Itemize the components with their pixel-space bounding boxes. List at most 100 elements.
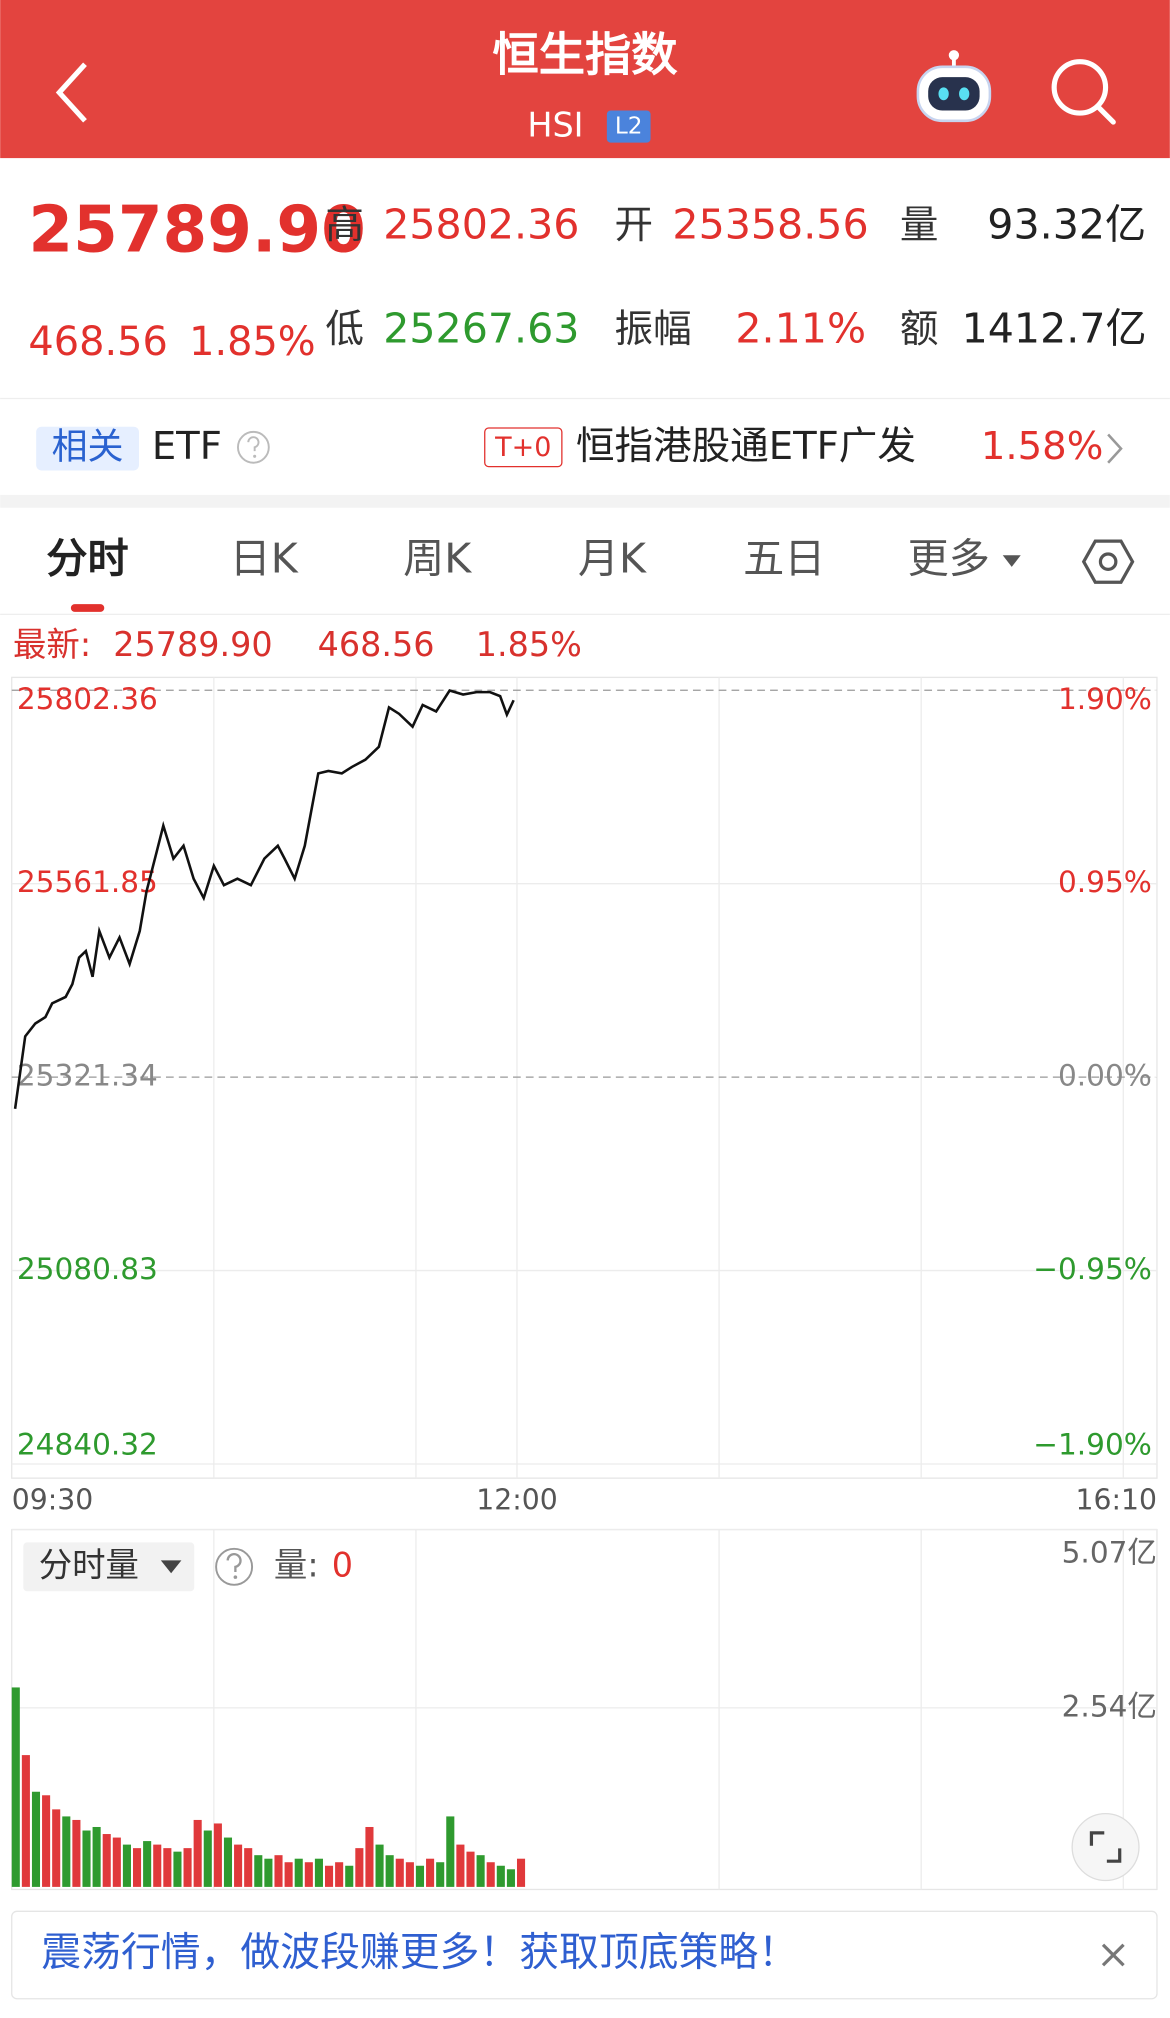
volume-bar — [153, 1844, 162, 1887]
t0-badge-text: T+0 — [494, 432, 551, 463]
dropdown-arrow — [1002, 555, 1021, 567]
y2-tick-label: 0.95% — [1058, 865, 1152, 899]
page-title: 恒生指数 — [492, 27, 678, 81]
volume-bar — [92, 1826, 101, 1887]
volume-selector-text: 分时量 — [39, 1545, 139, 1584]
tab[interactable]: 周K — [403, 535, 472, 583]
price-change: 468.56 — [28, 319, 167, 365]
close-button[interactable] — [1101, 1943, 1125, 1967]
last-price: 25789.90 — [28, 193, 365, 268]
volume-bar — [31, 1791, 41, 1887]
stat-label: 开 — [615, 203, 654, 248]
volume-bar — [496, 1865, 505, 1887]
y-tick-label: 2.54亿 — [1062, 1689, 1157, 1723]
etf-pct: 1.58% — [981, 424, 1103, 469]
charts: 09:30 12:00 16:10 25802.36 25561.85 25321.34 2… — [11, 677, 1157, 1890]
volume-bar — [294, 1858, 303, 1887]
volume-bar — [314, 1858, 323, 1887]
back-button[interactable] — [55, 62, 87, 123]
stat-value: 1412.7亿 — [962, 305, 1147, 353]
level-badge — [606, 110, 651, 143]
price-line — [13, 689, 515, 1109]
gap — [0, 494, 1170, 508]
volume-readout-value: 0 — [332, 1545, 353, 1584]
stat-value: 25358.56 — [672, 201, 868, 249]
latest-label: 最新: — [13, 625, 91, 664]
volume-bar — [234, 1844, 243, 1887]
help-icon[interactable] — [236, 430, 270, 464]
volume-bar — [466, 1851, 475, 1887]
volume-bar — [163, 1848, 172, 1887]
expand-button[interactable] — [1071, 1812, 1140, 1882]
volume-bar — [335, 1862, 344, 1887]
volume-bar — [426, 1858, 435, 1887]
stat-value: 2.11% — [735, 305, 866, 353]
volume-selector[interactable] — [23, 1542, 195, 1592]
latest-price: 25789.90 — [113, 625, 272, 664]
volume-bar — [324, 1865, 334, 1887]
volume-bar — [173, 1851, 182, 1887]
volume-bar — [274, 1855, 283, 1887]
volume-bar — [143, 1841, 152, 1887]
y2-tick-label: −0.95% — [1033, 1252, 1152, 1286]
settings-button[interactable] — [1081, 539, 1135, 584]
stat-value: 25802.36 — [383, 201, 579, 249]
stat-label: 额 — [900, 307, 939, 352]
dropdown-arrow — [160, 1560, 182, 1574]
volume-bar — [395, 1858, 404, 1887]
stat-label: 量 — [900, 203, 939, 248]
volume-bar — [102, 1834, 111, 1887]
tab[interactable]: 分时 — [46, 535, 128, 583]
volume-bar — [355, 1848, 364, 1887]
tab[interactable]: 更多 — [908, 535, 990, 583]
volume-bar — [264, 1858, 273, 1887]
volume-bar — [62, 1816, 71, 1887]
volume-bar — [11, 1687, 20, 1887]
volume-bar — [183, 1848, 192, 1887]
etf-name[interactable]: 恒指港股通ETF广发 — [576, 424, 916, 469]
price-change-pct: 1.85% — [189, 319, 316, 365]
volume-bar — [203, 1830, 212, 1887]
volume-bar — [516, 1858, 526, 1887]
volume-bar — [244, 1848, 253, 1887]
y-tick-label: 24840.32 — [17, 1428, 158, 1462]
y-tick-label: 25321.34 — [17, 1059, 158, 1093]
tab[interactable]: 五日 — [743, 535, 825, 583]
volume-bar — [254, 1855, 263, 1887]
y-tick-label: 25561.85 — [17, 865, 158, 899]
tab[interactable]: 日K — [230, 535, 299, 583]
y-tick-label: 25080.83 — [17, 1252, 158, 1286]
promo-banner[interactable] — [11, 1910, 1158, 2000]
volume-bar — [365, 1826, 374, 1887]
volume-bar — [112, 1837, 121, 1887]
x-tick-label: 09:30 — [12, 1483, 93, 1516]
tab[interactable]: 月K — [578, 535, 647, 583]
volume-bar — [72, 1819, 81, 1887]
y2-tick-label: 1.90% — [1058, 682, 1152, 716]
chevron — [1107, 433, 1123, 464]
robot-button[interactable] — [916, 50, 992, 123]
volume-bar — [193, 1819, 202, 1887]
volume-bar — [52, 1809, 61, 1887]
latest-pct: 1.85% — [476, 625, 582, 664]
volume-bar — [223, 1837, 233, 1887]
stat-label: 振幅 — [615, 307, 692, 352]
volume-bar — [405, 1862, 414, 1887]
volume-readout-label: 量: — [274, 1545, 319, 1584]
volume-bar — [132, 1848, 142, 1887]
volume-bar — [122, 1844, 131, 1887]
index-code: HSI — [527, 106, 583, 145]
volume-bar — [476, 1855, 485, 1887]
search-button[interactable] — [1051, 59, 1116, 125]
stat-value: 93.32亿 — [987, 201, 1146, 249]
stat-value: 25267.63 — [383, 305, 579, 353]
volume-bar — [436, 1862, 445, 1887]
y2-tick-label: 0.00% — [1058, 1059, 1152, 1093]
help-icon[interactable] — [215, 1547, 254, 1586]
etf-tag — [36, 426, 139, 471]
volume-bar — [21, 1755, 30, 1887]
x-tick-label: 16:10 — [1076, 1483, 1157, 1516]
etf-tag-text: 相关 — [52, 427, 124, 468]
volume-bar — [304, 1862, 313, 1887]
